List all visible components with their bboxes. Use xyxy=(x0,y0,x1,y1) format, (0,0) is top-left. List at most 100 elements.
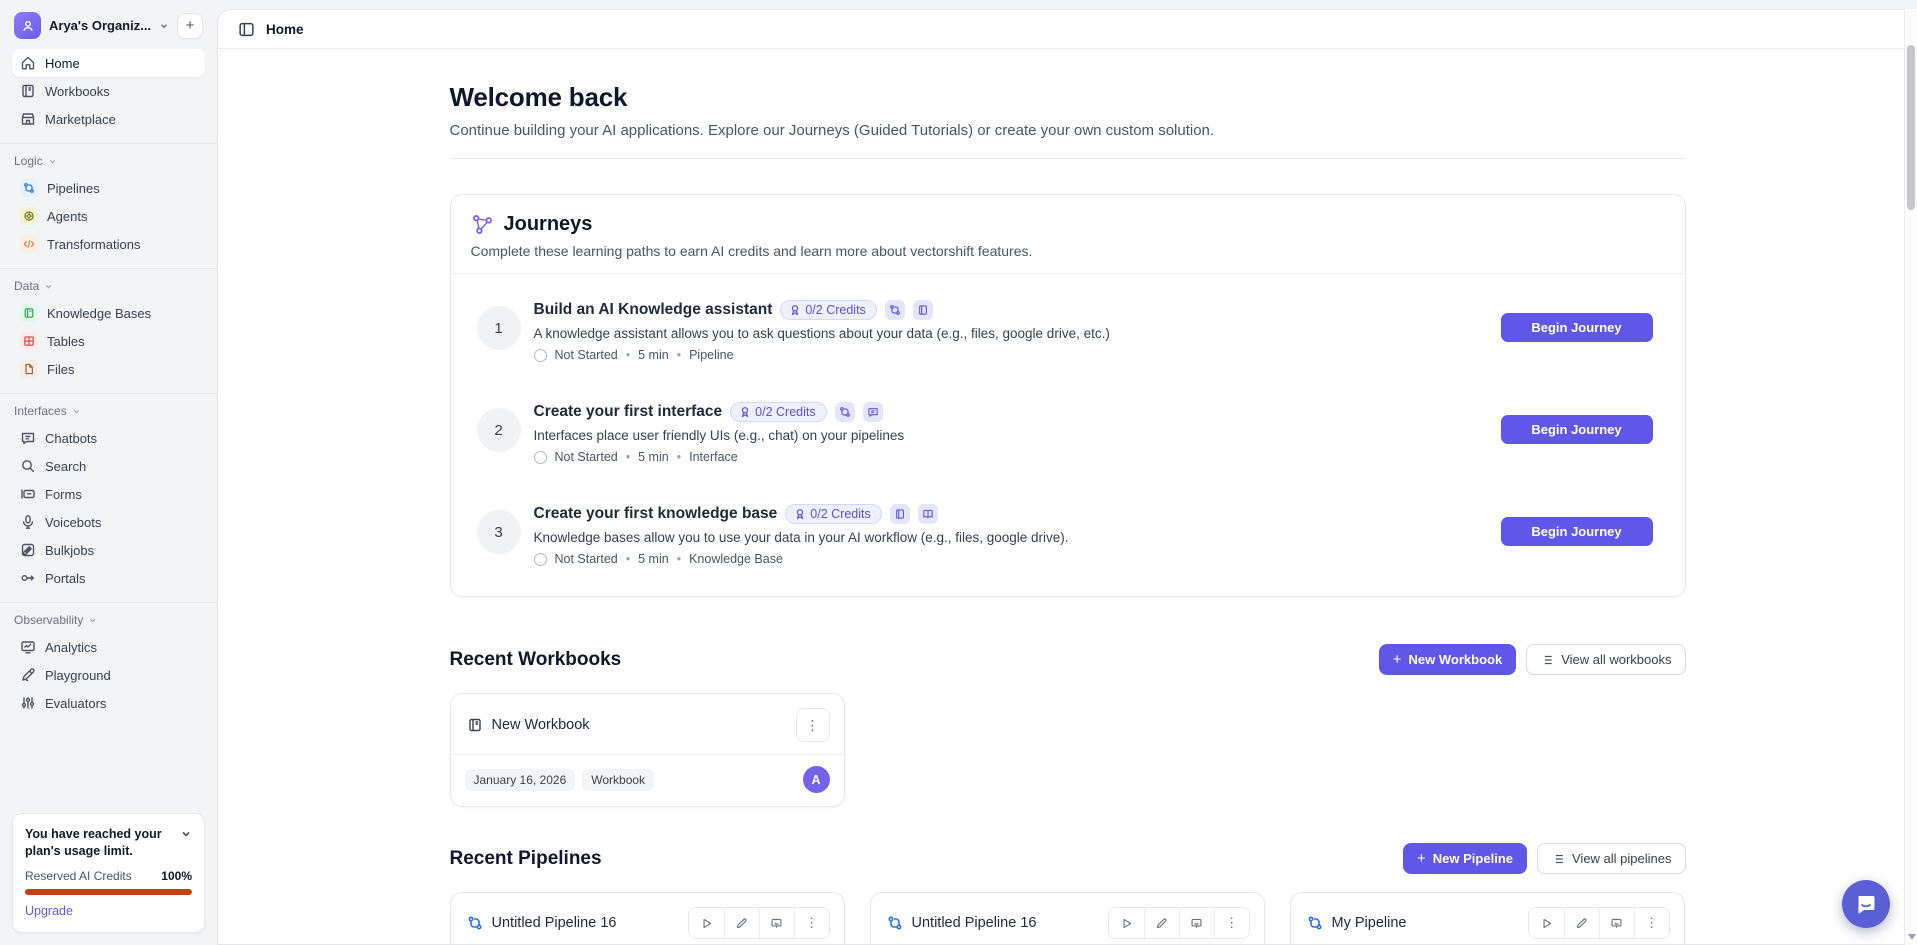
sidebar-item-tables[interactable]: Tables xyxy=(12,327,205,355)
knowledge-base-icon xyxy=(889,504,910,524)
journey-title: Create your first interface xyxy=(533,403,723,420)
card-menu-button[interactable]: ⋮ xyxy=(793,908,829,938)
pipeline-card[interactable]: Untitled Pipeline 16 ⋮ v0.0.16 February … xyxy=(449,892,845,944)
plus-icon: + xyxy=(1392,651,1402,668)
begin-journey-button[interactable]: Begin Journey xyxy=(1500,313,1653,342)
journey-type: Interface xyxy=(689,450,738,464)
run-button[interactable] xyxy=(1108,908,1144,938)
sidebar-item-search[interactable]: Search xyxy=(12,452,205,480)
knowledge-base-icon xyxy=(20,304,38,322)
section-interfaces[interactable]: Interfaces xyxy=(12,404,205,424)
deploy-button[interactable] xyxy=(1598,908,1634,938)
sidebar-item-label: Files xyxy=(47,361,75,377)
edit-button[interactable] xyxy=(1143,908,1179,938)
medal-icon xyxy=(741,407,749,418)
workbook-card[interactable]: New Workbook ⋮ January 16, 2026 Workbook… xyxy=(449,693,845,807)
pipeline-icon xyxy=(467,916,482,930)
new-pipeline-button[interactable]: + New Pipeline xyxy=(1403,843,1527,874)
chat-launcher-button[interactable] xyxy=(1842,880,1890,928)
journey-number: 1 xyxy=(476,306,521,350)
sidebar-item-evaluators[interactable]: Evaluators xyxy=(12,689,205,717)
pipeline-card-title: Untitled Pipeline 16 xyxy=(491,915,617,931)
scrollbar[interactable] xyxy=(1904,9,1917,945)
org-name: Arya's Organiz... xyxy=(49,18,152,33)
journey-type: Pipeline xyxy=(689,348,734,362)
status-circle-icon xyxy=(533,348,547,362)
sidebar-item-label: Workbooks xyxy=(45,83,110,99)
home-icon xyxy=(21,56,35,70)
medal-icon xyxy=(792,305,799,316)
analytics-icon xyxy=(21,641,35,654)
sidebar-item-knowledge-bases[interactable]: Knowledge Bases xyxy=(12,299,205,327)
journey-description: Interfaces place user friendly UIs (e.g.… xyxy=(533,428,905,443)
journey-duration: 5 min xyxy=(638,348,669,362)
scrollbar-down-arrow-icon[interactable] xyxy=(1908,934,1916,940)
date-pill: January 16, 2026 xyxy=(464,768,576,791)
welcome-subtitle: Continue building your AI applications. … xyxy=(449,122,1215,139)
pipeline-icon xyxy=(834,402,855,422)
begin-journey-button[interactable]: Begin Journey xyxy=(1500,517,1653,546)
sidebar-item-label: Bulkjobs xyxy=(45,542,95,558)
sidebar-item-portals[interactable]: Portals xyxy=(12,564,205,592)
pipeline-card[interactable]: My Pipeline ⋮ v0.0.146 February 04, 2026… xyxy=(1289,892,1685,944)
edit-button[interactable] xyxy=(723,908,759,938)
chevron-down-icon[interactable] xyxy=(180,828,192,840)
deploy-button[interactable] xyxy=(758,908,794,938)
scrollbar-thumb[interactable] xyxy=(1907,45,1915,210)
status-circle-icon xyxy=(533,552,547,566)
sidebar-item-workbooks[interactable]: Workbooks xyxy=(12,77,205,105)
sidebar-item-chatbots[interactable]: Chatbots xyxy=(12,424,205,452)
org-avatar xyxy=(14,12,41,39)
sidebar-item-label: Voicebots xyxy=(45,514,102,530)
card-menu-button[interactable]: ⋮ xyxy=(1633,908,1669,938)
pipeline-card[interactable]: Untitled Pipeline 16 ⋮ v0.0.25 February … xyxy=(869,892,1265,944)
view-all-pipelines-button[interactable]: View all pipelines xyxy=(1537,843,1686,874)
deploy-button[interactable] xyxy=(1178,908,1214,938)
pipeline-icon xyxy=(887,916,902,930)
card-menu-button[interactable]: ⋮ xyxy=(1213,908,1249,938)
sidebar-item-home[interactable]: Home xyxy=(12,49,205,77)
upgrade-link[interactable]: Upgrade xyxy=(25,904,73,918)
section-logic[interactable]: Logic xyxy=(12,154,205,174)
workbook-icon xyxy=(22,84,34,98)
run-button[interactable] xyxy=(1528,908,1564,938)
usage-metric-label: Reserved AI Credits xyxy=(25,869,132,883)
main-panel: Home Welcome back Continue building your… xyxy=(217,9,1917,945)
edit-button[interactable] xyxy=(1563,908,1599,938)
card-menu-button[interactable]: ⋮ xyxy=(795,708,830,742)
sidebar-item-agents[interactable]: Agents xyxy=(12,202,205,230)
usage-limit-card: You have reached your plan's usage limit… xyxy=(12,813,205,933)
view-all-workbooks-button[interactable]: View all workbooks xyxy=(1526,644,1686,675)
type-pill: Workbook xyxy=(582,768,655,791)
medal-icon xyxy=(797,509,804,520)
sidebar-item-files[interactable]: Files xyxy=(12,355,205,383)
begin-journey-button[interactable]: Begin Journey xyxy=(1500,415,1653,444)
sidebar-item-forms[interactable]: Forms xyxy=(12,480,205,508)
divider xyxy=(0,143,217,144)
topbar: Home xyxy=(218,10,1917,49)
sidebar-item-analytics[interactable]: Analytics xyxy=(12,633,205,661)
sidebar-item-bulkjobs[interactable]: Bulkjobs xyxy=(12,536,205,564)
section-observability[interactable]: Observability xyxy=(12,613,205,633)
knowledge-base-icon xyxy=(912,300,933,320)
section-data[interactable]: Data xyxy=(12,279,205,299)
run-button[interactable] xyxy=(688,908,724,938)
add-organization-button[interactable]: + xyxy=(177,12,203,39)
org-switcher[interactable]: Arya's Organiz... + xyxy=(12,10,205,49)
pipeline-card-title: Untitled Pipeline 16 xyxy=(911,915,1037,931)
list-icon xyxy=(1553,854,1563,863)
sidebar-item-label: Portals xyxy=(45,570,86,586)
sidebar-item-label: Evaluators xyxy=(45,695,107,711)
sidebar-item-marketplace[interactable]: Marketplace xyxy=(12,105,205,133)
sidebar-item-playground[interactable]: Playground xyxy=(12,661,205,689)
status-circle-icon xyxy=(533,450,547,464)
journey-status: Not Started xyxy=(554,552,618,566)
sidebar-item-voicebots[interactable]: Voicebots xyxy=(12,508,205,536)
credits-badge: 0/2 Credits xyxy=(785,504,882,524)
sidebar-item-transformations[interactable]: Transformations xyxy=(12,230,205,258)
usage-progress-bar xyxy=(25,889,192,895)
new-workbook-button[interactable]: + New Workbook xyxy=(1378,644,1517,675)
sidebar-toggle-icon[interactable] xyxy=(238,21,255,38)
sidebar-item-pipelines[interactable]: Pipelines xyxy=(12,174,205,202)
usage-metric-value: 100% xyxy=(161,869,192,883)
